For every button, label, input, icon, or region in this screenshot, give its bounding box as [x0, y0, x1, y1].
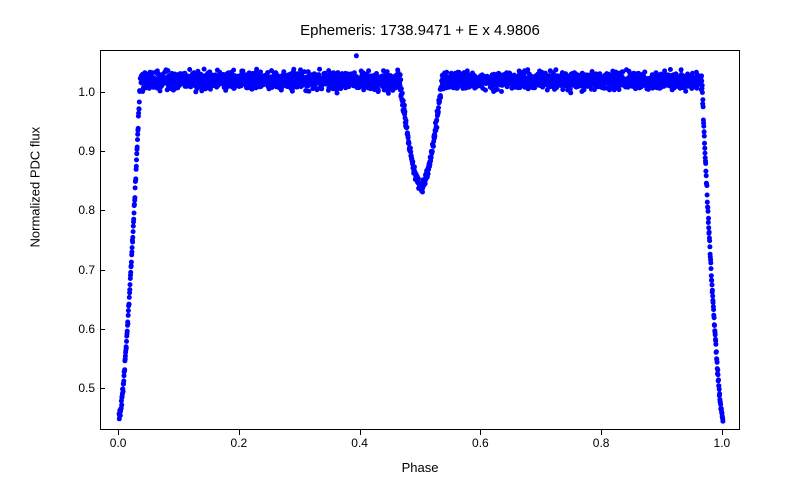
xtick-mark: [480, 430, 481, 435]
xtick-mark: [601, 430, 602, 435]
ytick-mark: [100, 388, 105, 389]
xtick-label: 0.6: [472, 436, 489, 450]
ytick-label: 0.9: [55, 144, 95, 158]
xtick-mark: [360, 430, 361, 435]
ytick-mark: [100, 92, 105, 93]
xtick-label: 0.8: [593, 436, 610, 450]
ytick-label: 0.7: [55, 263, 95, 277]
y-axis-label: Normalized PDC flux: [28, 127, 43, 248]
xtick-label: 0.2: [231, 436, 248, 450]
xtick-label: 1.0: [714, 436, 731, 450]
ytick-label: 1.0: [55, 85, 95, 99]
ytick-mark: [100, 329, 105, 330]
xtick-label: 0.0: [110, 436, 127, 450]
ytick-label: 0.8: [55, 203, 95, 217]
xtick-label: 0.4: [351, 436, 368, 450]
ytick-label: 0.5: [55, 381, 95, 395]
chart-container: [100, 50, 740, 430]
ytick-mark: [100, 151, 105, 152]
xtick-mark: [239, 430, 240, 435]
xtick-mark: [118, 430, 119, 435]
x-axis-label: Phase: [100, 460, 740, 475]
ytick-mark: [100, 270, 105, 271]
ytick-mark: [100, 210, 105, 211]
xtick-mark: [722, 430, 723, 435]
plot-area: [100, 50, 740, 430]
ytick-label: 0.6: [55, 322, 95, 336]
chart-title: Ephemeris: 1738.9471 + E x 4.9806: [100, 22, 740, 39]
scatter-data: [101, 51, 741, 431]
